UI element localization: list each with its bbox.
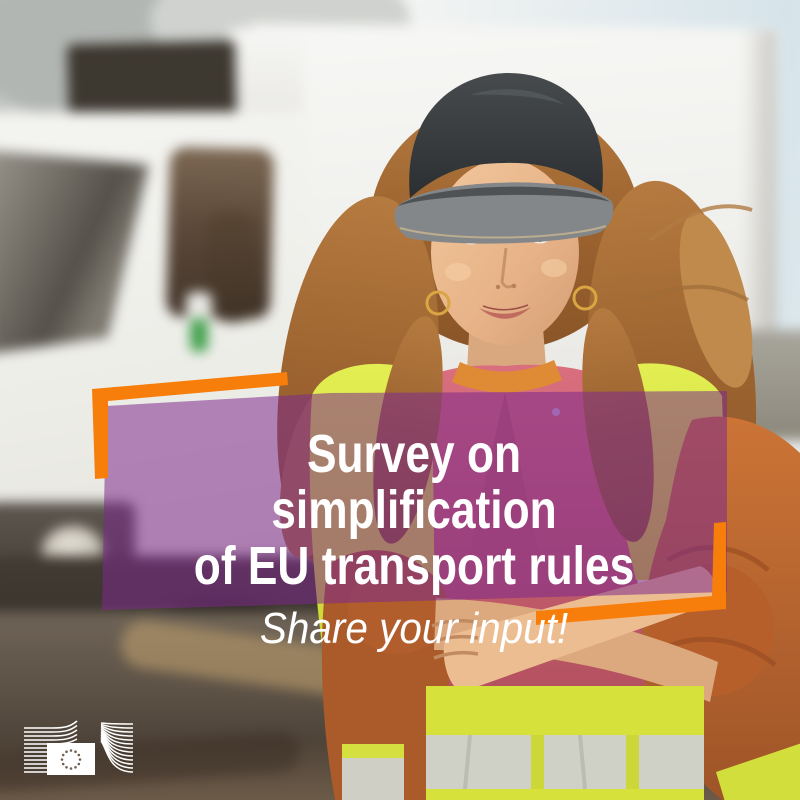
title-line-1: Survey on simplification: [271, 424, 557, 540]
overlay-text-block: Survey on simplification of EU transport…: [102, 426, 726, 658]
crossed-arms: [431, 566, 718, 702]
vest-bottom: [342, 686, 800, 800]
eu-flag-icon: [47, 743, 95, 775]
earring-right: [572, 285, 598, 311]
truck-grab-handle: [190, 318, 208, 352]
lips: [479, 307, 531, 319]
vest-left-hip: [342, 756, 404, 800]
accent-corner-top-left: [92, 372, 288, 479]
accent-corner-bottom-right: [536, 522, 726, 625]
cap-brim: [394, 182, 614, 244]
knit-collar: [452, 360, 562, 393]
vest-reflective-stripe: [426, 735, 704, 789]
european-commission-logo: [24, 720, 134, 775]
building-stripes-icon: [100, 722, 134, 773]
earring-left: [425, 290, 451, 316]
subtitle: Share your input!: [259, 604, 569, 653]
title-line-2: of EU transport rules: [193, 536, 635, 596]
vest-right-hip: [716, 743, 800, 800]
baseball-cap: [394, 73, 614, 244]
